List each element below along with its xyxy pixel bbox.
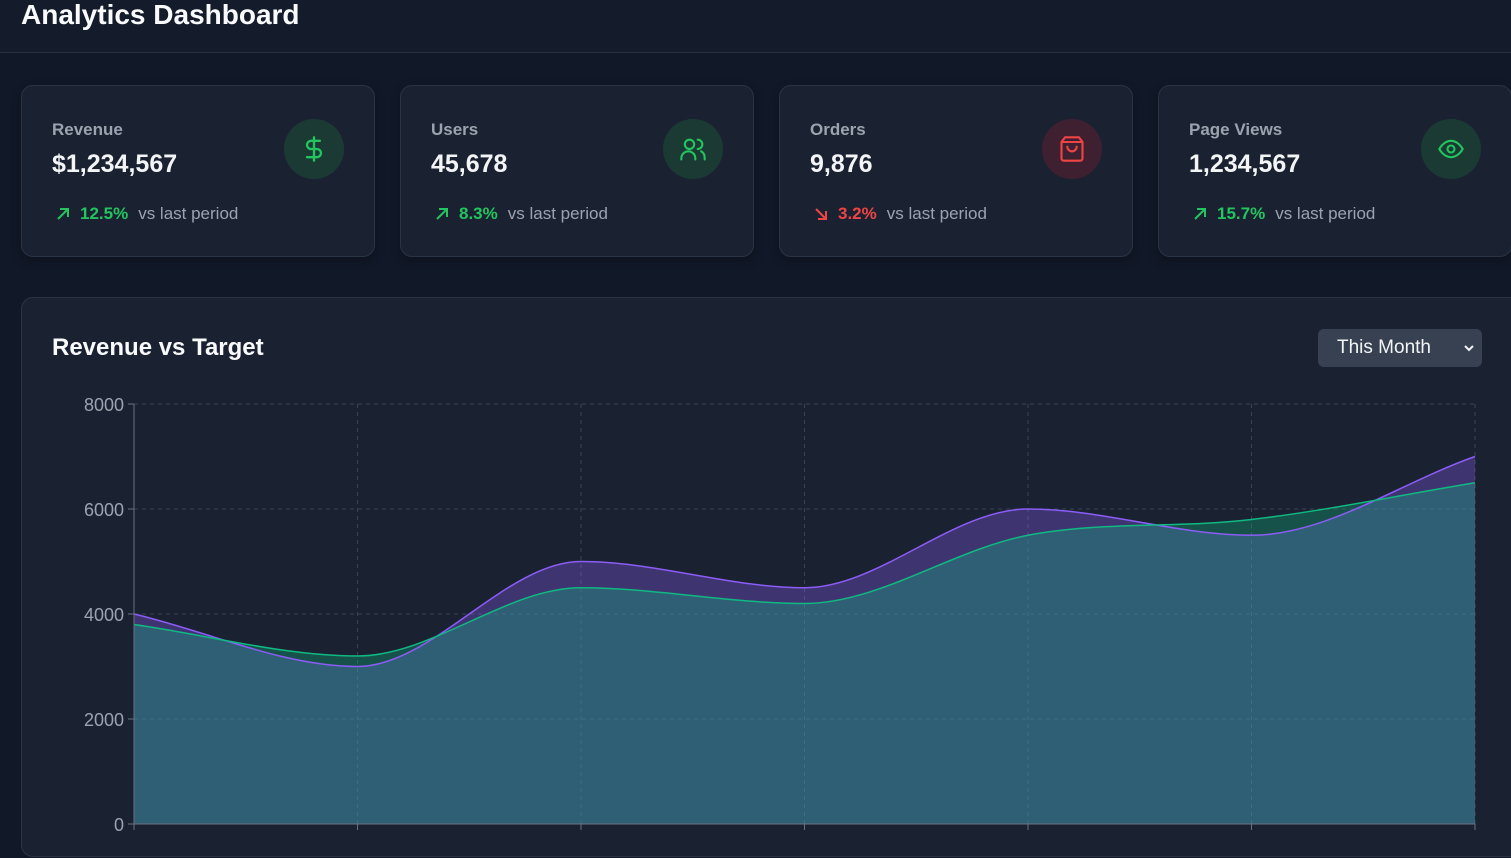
stat-icon-badge [1042, 119, 1102, 179]
users-icon [680, 138, 706, 161]
top-header: Analytics Dashboard [0, 0, 1511, 53]
series-line-1 [133, 482, 1476, 657]
revenue-chart-panel: Revenue vs Target This Month 0 2000 4000 60… [21, 297, 1511, 857]
chevron-down-icon [1464, 345, 1474, 352]
y-tick-label: 4000 [84, 605, 124, 625]
period-select-value: This Month [1337, 337, 1431, 358]
stat-label: Revenue [52, 120, 123, 139]
stat-icon-badge [1421, 119, 1481, 179]
stat-label: Orders [810, 120, 866, 139]
chart-title: Revenue vs Target [52, 334, 264, 361]
stat-card-revenue: Revenue $1,234,567 12.5% vs last period [21, 85, 375, 257]
stat-change-suffix: vs last period [886, 204, 987, 223]
stat-change-suffix: vs last period [507, 204, 608, 223]
arrow-up-right-icon [57, 208, 69, 220]
y-tick-label: 2000 [84, 710, 124, 730]
stat-value: $1,234,567 [52, 150, 178, 178]
stat-label: Page Views [1189, 120, 1283, 139]
series-line-0 [133, 455, 1476, 668]
stat-change: 12.5% [80, 204, 129, 223]
stat-card-page-views: Page Views 1,234,567 15.7% vs last perio… [1158, 85, 1511, 257]
y-tick-label: 0 [114, 815, 124, 835]
y-tick-label: 8000 [84, 395, 124, 415]
stat-trend: 3.2% vs last period [814, 204, 987, 224]
arrow-down-right-icon [815, 208, 827, 220]
eye-icon [1438, 139, 1464, 159]
stat-value: 45,678 [431, 150, 508, 178]
shopping-bag-icon [1060, 136, 1084, 162]
stat-change: 3.2% [838, 204, 877, 223]
stat-change-suffix: vs last period [1275, 204, 1376, 223]
page-title: Analytics Dashboard [21, 0, 300, 30]
stat-change: 15.7% [1217, 204, 1266, 223]
stat-value: 1,234,567 [1189, 150, 1301, 178]
y-tick-label: 6000 [84, 500, 124, 520]
stat-icon-badge [284, 119, 344, 179]
stat-trend: 15.7% vs last period [1193, 204, 1375, 224]
dollar-icon [305, 136, 323, 162]
stat-trend: 12.5% vs last period [56, 204, 238, 224]
arrow-up-right-icon [1194, 208, 1206, 220]
stat-card-users: Users 45,678 8.3% vs last period [400, 85, 754, 257]
stat-value: 9,876 [810, 150, 873, 178]
revenue-target-chart: 0 2000 4000 6000 8000 [84, 395, 1476, 835]
stat-label: Users [431, 120, 479, 139]
arrow-up-right-icon [436, 208, 448, 220]
stat-change-suffix: vs last period [138, 204, 239, 223]
stat-change: 8.3% [459, 204, 498, 223]
series-area-1 [134, 482, 1475, 824]
series-area-0 [134, 456, 1475, 824]
stat-icon-badge [663, 119, 723, 179]
stat-trend: 8.3% vs last period [435, 204, 608, 224]
stat-card-orders: Orders 9,876 3.2% vs last period [779, 85, 1133, 257]
period-select[interactable]: This Month [1318, 329, 1482, 367]
